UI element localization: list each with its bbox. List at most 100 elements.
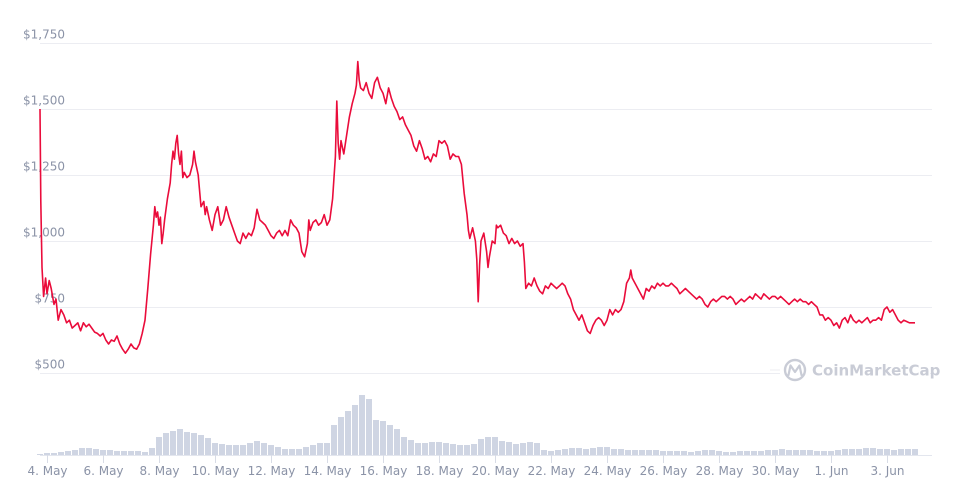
- volume-bars: [37, 395, 932, 456]
- volume-bar: [667, 451, 673, 455]
- x-tick-label: 28. May: [696, 464, 744, 478]
- volume-bar: [877, 449, 883, 455]
- volume-bar: [79, 448, 85, 455]
- volume-bar: [674, 451, 680, 455]
- x-tick-label: 30. May: [752, 464, 800, 478]
- volume-bar: [786, 450, 792, 455]
- volume-bar: [226, 445, 232, 455]
- volume-bar: [597, 447, 603, 455]
- volume-bar: [184, 432, 190, 455]
- x-tick-label: 22. May: [528, 464, 576, 478]
- volume-bar: [310, 445, 316, 455]
- x-tick-label: 12. May: [248, 464, 296, 478]
- volume-bar: [821, 451, 827, 455]
- watermark-text: CoinMarketCap: [812, 362, 941, 380]
- price-polyline: [39, 60, 915, 355]
- volume-bar: [478, 439, 484, 455]
- volume-bar: [555, 450, 561, 455]
- volume-bar: [863, 448, 869, 455]
- y-axis-labels: $1,750 $1,500 $1,250 $1,000 $750 $500: [23, 28, 65, 372]
- volume-bar: [464, 445, 470, 455]
- volume-bar: [457, 445, 463, 455]
- volume-bar: [583, 449, 589, 455]
- volume-bar: [688, 452, 694, 455]
- volume-bar: [471, 444, 477, 455]
- volume-bar: [870, 448, 876, 455]
- volume-bar: [205, 438, 211, 455]
- volume-bar: [303, 447, 309, 455]
- volume-bar: [611, 449, 617, 455]
- y-tick-label: $1,500: [23, 94, 65, 108]
- volume-bar: [891, 450, 897, 455]
- volume-bar: [338, 417, 344, 455]
- y-tick-label: $1,250: [23, 160, 65, 174]
- volume-bar: [65, 451, 71, 455]
- volume-bar: [268, 445, 274, 455]
- volume-bar: [240, 445, 246, 455]
- volume-bar: [436, 442, 442, 455]
- volume-bar: [128, 451, 134, 455]
- x-tick-label: 6. May: [83, 464, 123, 478]
- volume-bar: [415, 443, 421, 455]
- volume-bar: [261, 443, 267, 455]
- volume-bar: [86, 448, 92, 455]
- grid-lines: [40, 43, 932, 374]
- x-tick-label: 18. May: [416, 464, 464, 478]
- volume-bar: [121, 451, 127, 455]
- price-line: [39, 60, 915, 355]
- volume-bar: [282, 449, 288, 455]
- volume-bar: [590, 448, 596, 455]
- volume-bar: [289, 449, 295, 455]
- volume-bar: [170, 431, 176, 455]
- volume-bar: [114, 451, 120, 455]
- y-tick-label: $1,750: [23, 28, 65, 42]
- x-tick-label: 8. May: [139, 464, 179, 478]
- volume-bar: [233, 445, 239, 455]
- x-tick-label: 1. Jun: [814, 464, 848, 478]
- volume-bar: [352, 405, 358, 455]
- volume-bar: [247, 443, 253, 455]
- coinmarketcap-logo-icon: [783, 358, 807, 382]
- volume-bar: [499, 441, 505, 455]
- volume-bar: [912, 449, 918, 455]
- volume-bar: [744, 451, 750, 455]
- x-tick-label: 3. Jun: [870, 464, 904, 478]
- volume-bar: [849, 449, 855, 455]
- volume-bar: [93, 449, 99, 455]
- volume-bar: [324, 443, 330, 455]
- volume-bar: [800, 450, 806, 455]
- y-tick-label: $500: [34, 358, 65, 372]
- volume-bar: [856, 449, 862, 455]
- volume-bar: [765, 450, 771, 455]
- volume-bar: [380, 421, 386, 455]
- volume-bar: [695, 451, 701, 455]
- volume-bar: [387, 425, 393, 455]
- volume-bar: [548, 451, 554, 455]
- volume-bar: [191, 433, 197, 455]
- volume-bar: [359, 395, 365, 455]
- volume-bar: [807, 450, 813, 455]
- volume-bar: [72, 450, 78, 455]
- volume-bar: [576, 448, 582, 455]
- volume-bar: [485, 437, 491, 455]
- volume-bar: [443, 443, 449, 455]
- x-tick-label: 20. May: [472, 464, 520, 478]
- volume-bar: [37, 454, 43, 455]
- volume-bar: [751, 451, 757, 455]
- volume-bar: [681, 451, 687, 455]
- volume-bar: [317, 443, 323, 455]
- volume-bar: [373, 420, 379, 455]
- volume-bar: [394, 429, 400, 455]
- volume-bar: [898, 449, 904, 455]
- volume-bar: [723, 452, 729, 455]
- volume-bar: [198, 435, 204, 455]
- volume-bar: [569, 448, 575, 455]
- volume-bar: [884, 449, 890, 455]
- volume-bar: [100, 450, 106, 455]
- volume-bar: [737, 451, 743, 455]
- volume-bar: [513, 444, 519, 455]
- volume-bar: [254, 441, 260, 455]
- volume-bar: [541, 450, 547, 455]
- volume-bar: [401, 437, 407, 455]
